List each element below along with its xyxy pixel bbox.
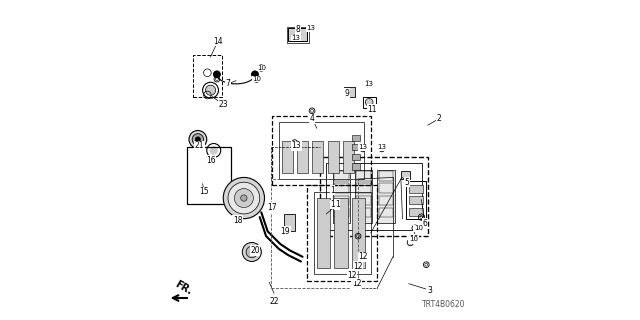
Circle shape <box>252 71 258 77</box>
Text: 1: 1 <box>335 200 340 209</box>
Bar <box>334 208 349 217</box>
Circle shape <box>210 147 218 154</box>
Bar <box>187 147 231 204</box>
Bar <box>328 141 339 173</box>
Bar <box>379 208 393 217</box>
Text: 23: 23 <box>218 100 228 109</box>
Text: 12: 12 <box>358 252 367 261</box>
Bar <box>312 141 323 173</box>
Text: 8: 8 <box>296 25 300 35</box>
Text: 12: 12 <box>347 271 356 280</box>
Text: 16: 16 <box>205 156 216 164</box>
Text: 9: 9 <box>344 89 349 98</box>
Text: 6: 6 <box>422 219 427 228</box>
Circle shape <box>214 71 220 77</box>
Bar <box>355 170 372 223</box>
Bar <box>409 196 423 204</box>
Bar <box>273 116 371 185</box>
Bar <box>334 172 349 181</box>
Bar <box>287 27 309 43</box>
Text: 10: 10 <box>252 76 261 82</box>
Text: 10: 10 <box>414 225 423 231</box>
Bar <box>307 185 377 281</box>
Text: 15: 15 <box>200 187 209 196</box>
Bar <box>401 171 410 179</box>
Bar <box>352 163 360 170</box>
Bar <box>352 135 360 141</box>
Bar <box>288 28 307 41</box>
Text: FR.: FR. <box>173 279 194 296</box>
Text: 11: 11 <box>367 105 377 114</box>
Text: 17: 17 <box>268 203 277 212</box>
Bar <box>334 183 349 193</box>
Bar <box>406 180 426 219</box>
Text: 5: 5 <box>404 178 410 187</box>
Bar <box>356 196 371 205</box>
Bar <box>356 183 371 193</box>
Text: 10: 10 <box>257 65 266 71</box>
Text: 12: 12 <box>353 262 363 271</box>
Bar <box>284 214 294 231</box>
Circle shape <box>195 137 200 142</box>
Bar <box>333 170 350 223</box>
Text: 13: 13 <box>365 81 374 87</box>
Text: 1: 1 <box>330 186 335 195</box>
Text: 7: 7 <box>225 79 230 88</box>
Text: 13: 13 <box>378 144 387 150</box>
Circle shape <box>243 243 261 261</box>
Text: 13: 13 <box>358 144 367 150</box>
Bar <box>379 196 393 205</box>
Bar <box>344 87 355 97</box>
Bar <box>314 192 371 274</box>
Text: 20: 20 <box>250 246 260 255</box>
Bar <box>379 183 393 193</box>
Bar <box>271 179 358 288</box>
Bar <box>193 55 221 97</box>
Bar <box>356 172 371 181</box>
Bar <box>363 97 376 108</box>
Circle shape <box>189 131 207 148</box>
Bar <box>409 185 423 193</box>
Bar <box>334 198 348 268</box>
Bar <box>377 170 394 223</box>
Text: 10: 10 <box>409 235 419 244</box>
Text: 13: 13 <box>291 141 301 150</box>
Circle shape <box>223 178 264 219</box>
Text: 19: 19 <box>280 227 290 236</box>
Text: 2: 2 <box>436 114 442 123</box>
Circle shape <box>205 85 216 95</box>
Circle shape <box>241 195 247 201</box>
Circle shape <box>234 188 253 208</box>
Bar <box>352 144 360 150</box>
Text: 3: 3 <box>427 285 432 295</box>
Bar <box>326 163 422 230</box>
Text: 12: 12 <box>352 279 361 288</box>
Bar <box>279 122 364 179</box>
Bar <box>379 172 393 181</box>
Bar <box>352 154 360 160</box>
Text: TRT4B0620: TRT4B0620 <box>422 300 466 309</box>
Bar <box>409 208 423 215</box>
Bar <box>356 208 371 217</box>
Circle shape <box>365 99 373 106</box>
Circle shape <box>246 246 257 258</box>
Text: 21: 21 <box>195 141 204 150</box>
Circle shape <box>192 134 204 145</box>
Bar <box>320 157 428 236</box>
Text: 14: 14 <box>213 36 223 45</box>
Text: 22: 22 <box>269 297 279 306</box>
Bar <box>282 141 293 173</box>
Text: 1: 1 <box>330 200 335 209</box>
Text: 4: 4 <box>310 114 314 123</box>
Text: 18: 18 <box>233 216 243 225</box>
Text: 13: 13 <box>292 35 301 41</box>
Bar <box>352 198 365 268</box>
Bar <box>343 141 354 173</box>
Text: 10: 10 <box>409 236 418 242</box>
Circle shape <box>228 182 260 214</box>
Bar <box>334 196 349 205</box>
Bar <box>297 141 308 173</box>
Bar <box>317 198 330 268</box>
Text: 13: 13 <box>306 25 315 31</box>
